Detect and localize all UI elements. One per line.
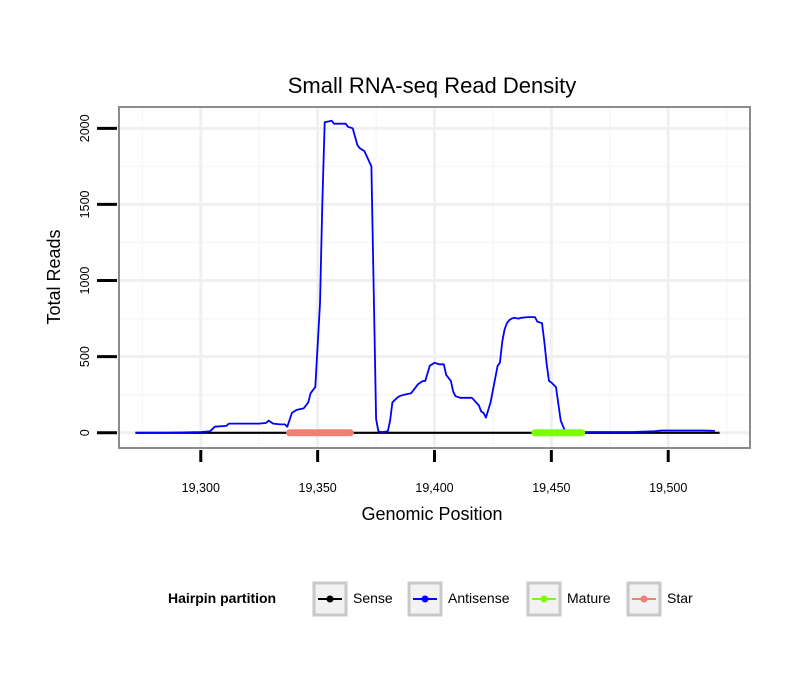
plot-panel: [118, 106, 751, 449]
x-tick-label: 19,300: [182, 481, 220, 495]
y-tick-label: 1000: [78, 267, 92, 295]
chart-title: Small RNA-seq Read Density: [288, 73, 577, 98]
series-group: [135, 119, 720, 437]
legend-dot-mature: [540, 595, 548, 603]
legend-item-mature: Mature: [526, 581, 611, 617]
y-tick-label: 2000: [78, 114, 92, 142]
legend-label-mature: Mature: [567, 590, 611, 606]
x-tick-label: 19,500: [649, 481, 687, 495]
legend-item-antisense: Antisense: [407, 581, 510, 617]
y-tick-label: 500: [78, 346, 92, 367]
legend-dot-star: [640, 595, 648, 603]
legend-dot-sense: [326, 595, 334, 603]
legend: Hairpin partition Sense Antisense Mature…: [168, 581, 693, 617]
y-tick-label: 1500: [78, 190, 92, 218]
x-axis-title: Genomic Position: [361, 504, 502, 524]
x-tick-label: 19,450: [532, 481, 570, 495]
legend-label-antisense: Antisense: [448, 590, 510, 606]
y-axis-ticks: 0 500 1000 1500 2000: [78, 114, 117, 436]
legend-dot-antisense: [421, 595, 429, 603]
y-tick-label: 0: [78, 429, 92, 436]
x-axis-ticks: 19,300 19,350 19,400 19,450 19,500: [182, 450, 687, 495]
legend-item-sense: Sense: [312, 581, 393, 617]
legend-label-sense: Sense: [353, 590, 393, 606]
grid: [119, 107, 750, 448]
legend-item-star: Star: [626, 581, 693, 617]
legend-title: Hairpin partition: [168, 590, 276, 606]
x-tick-label: 19,350: [299, 481, 337, 495]
y-axis-title: Total Reads: [44, 229, 64, 324]
legend-label-star: Star: [667, 590, 693, 606]
series-line-antisense: [135, 119, 715, 434]
x-tick-label: 19,400: [415, 481, 453, 495]
